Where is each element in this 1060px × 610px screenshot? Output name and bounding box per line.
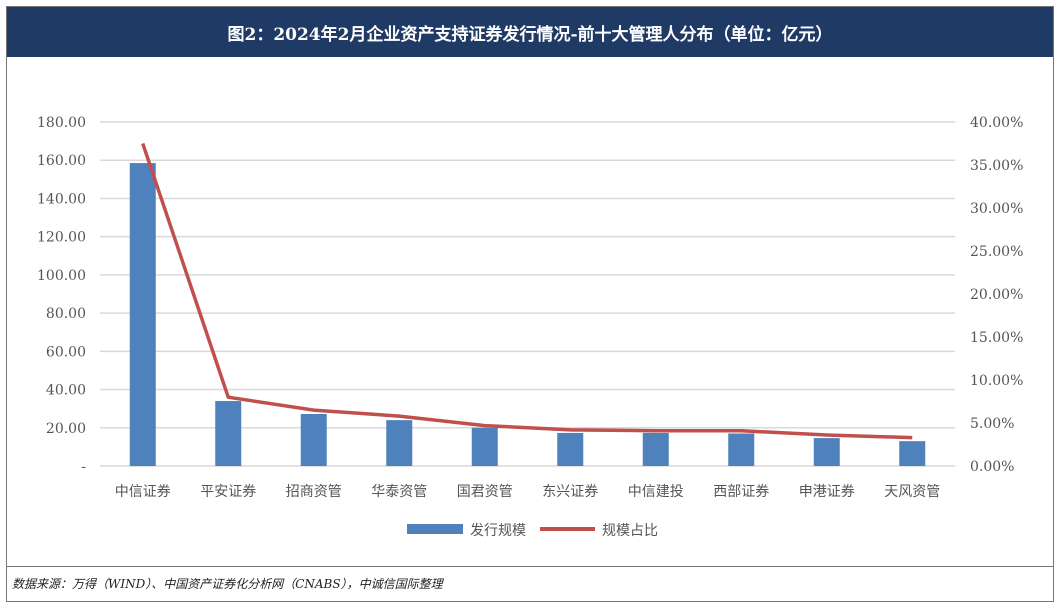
bar [129,163,156,467]
source-note: 数据来源：万得（WIND）、中国资产证券化分析网（CNABS），中诚信国际整理 [12,577,443,591]
bar [557,432,584,466]
left-tick-label: 180.00 [37,115,86,131]
bar [300,414,327,466]
x-tick-label: 东兴证券 [542,484,598,500]
x-tick-label: 华泰资管 [371,484,427,500]
x-tick-label: 中信证券 [115,484,171,500]
x-tick-label: 平安证券 [200,484,256,500]
right-tick-label: 10.00% [970,373,1023,389]
left-tick-label: 160.00 [37,153,86,169]
x-tick-label: 招商资管 [286,484,342,500]
bar [471,427,498,466]
right-tick-label: 40.00% [970,115,1023,131]
bar [899,441,926,466]
left-tick-label: - [81,459,86,475]
left-tick-label: 20.00 [46,421,86,437]
right-tick-label: 5.00% [970,416,1014,432]
left-tick-label: 100.00 [37,268,86,284]
chart-title: 图2：2024年2月企业资产支持证券发行情况-前十大管理人分布（单位：亿元） [7,7,1053,57]
left-tick-label: 80.00 [46,306,86,322]
chart-frame [6,6,1054,602]
bar [813,438,840,466]
legend-label: 规模占比 [602,523,658,539]
left-tick-label: 40.00 [46,383,86,399]
x-tick-label: 国君资管 [457,484,513,500]
bar [386,420,413,466]
bar [642,432,669,466]
left-tick-label: 140.00 [37,191,86,207]
x-tick-label: 西部证券 [713,484,769,500]
legend-label: 发行规模 [470,523,526,539]
right-tick-label: 25.00% [970,244,1023,260]
right-tick-label: 35.00% [970,158,1023,174]
right-tick-label: 20.00% [970,287,1023,303]
bar [728,433,755,466]
divider [7,566,1053,567]
x-tick-label: 中信建投 [628,484,684,500]
right-tick-label: 30.00% [970,201,1023,217]
line-series [141,142,913,440]
right-tick-label: 15.00% [970,330,1023,346]
bar [215,401,242,466]
legend-bar-swatch [407,524,463,534]
x-tick-label: 天风资管 [884,484,940,500]
left-tick-label: 60.00 [46,344,86,360]
right-tick-label: 0.00% [970,459,1014,475]
left-tick-label: 120.00 [37,230,86,246]
x-tick-label: 申港证券 [799,484,855,500]
